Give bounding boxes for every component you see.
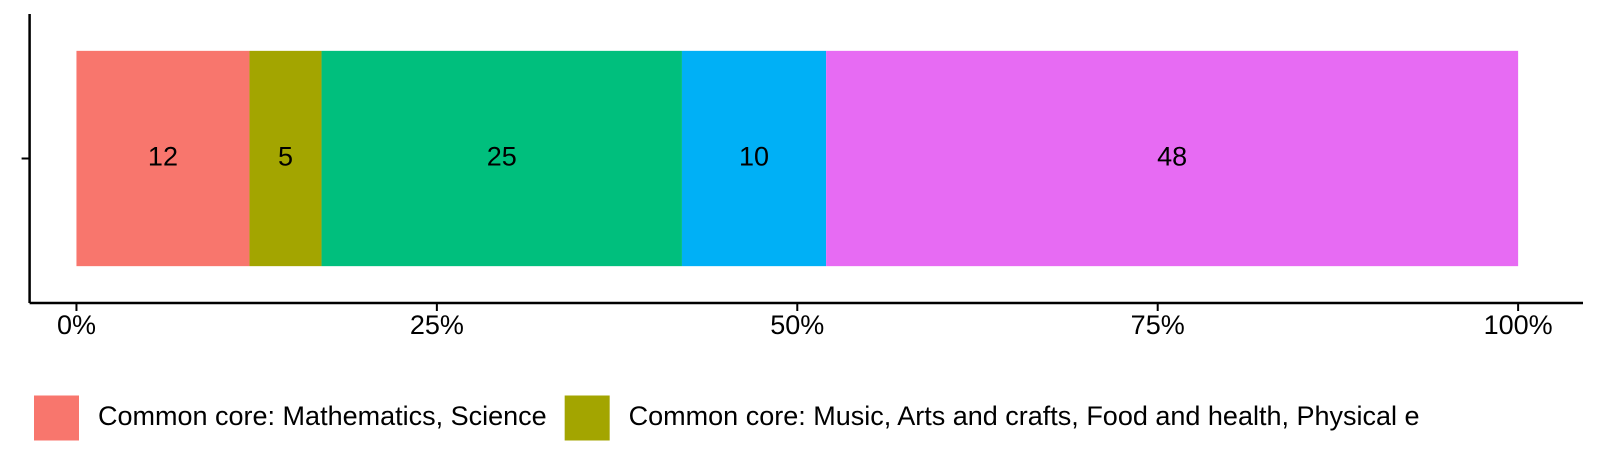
bar-segment	[681, 50, 827, 267]
legend-key	[34, 395, 79, 441]
data-label: 5	[278, 142, 293, 172]
x-tick-label: 0%	[57, 310, 96, 340]
x-tick-label: 25%	[410, 310, 464, 340]
bar-segment	[249, 50, 322, 267]
bar-segment	[321, 50, 682, 267]
legend-label: Common core: Music, Arts and crafts, Foo…	[629, 401, 1420, 431]
bar-segment	[76, 50, 250, 267]
data-label: 25	[487, 142, 517, 172]
legend-key	[564, 395, 610, 441]
x-tick-label: 100%	[1484, 310, 1553, 340]
bar-segment	[826, 50, 1519, 267]
x-tick-label: 50%	[770, 310, 824, 340]
legend-label: Common core: Mathematics, Science	[98, 401, 547, 431]
data-label: 12	[148, 142, 178, 172]
data-label: 10	[739, 142, 769, 172]
data-label: 48	[1157, 142, 1187, 172]
x-tick-label: 75%	[1131, 310, 1185, 340]
